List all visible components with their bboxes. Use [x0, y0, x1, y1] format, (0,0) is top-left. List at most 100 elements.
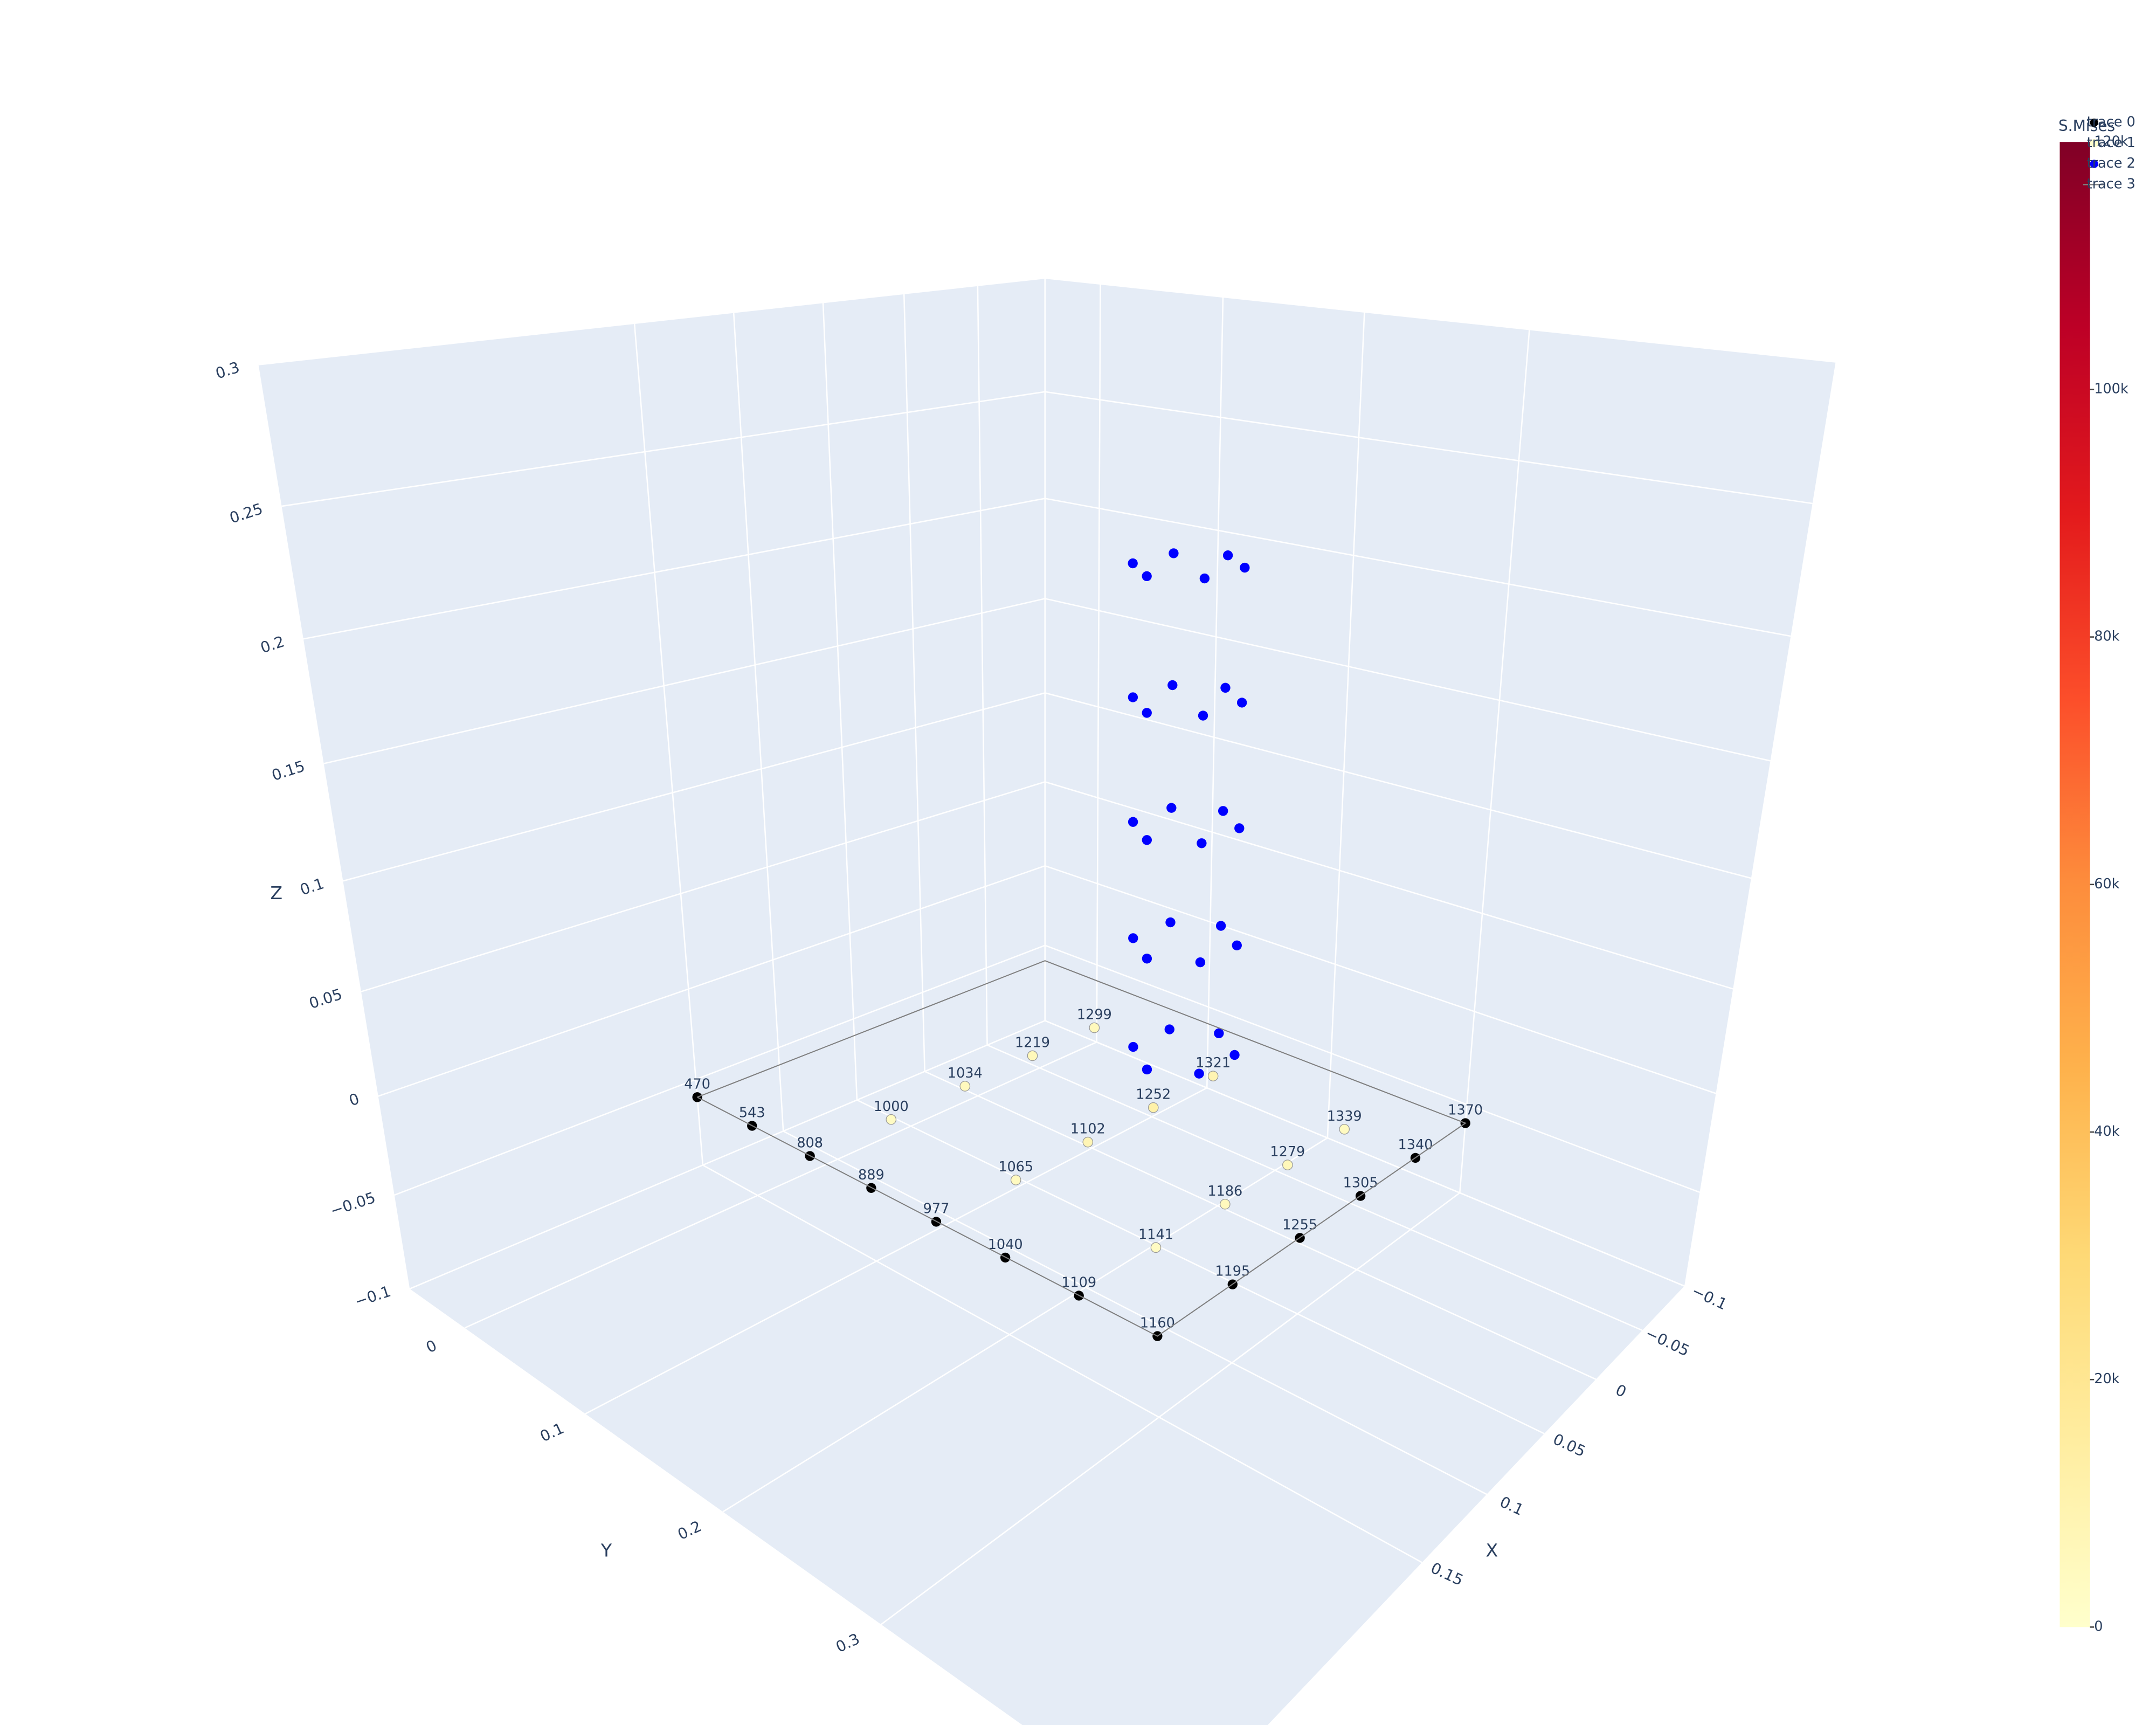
- y-axis-title: Y: [600, 1540, 612, 1561]
- node-point: [1142, 954, 1152, 964]
- node-point: [1142, 835, 1152, 845]
- scene: 470 543 808 889 977 1040 1109 1160 1195 1255 1305 1…: [258, 277, 1836, 1725]
- x-tick-label: 0: [1613, 1381, 1629, 1401]
- node-point: [1194, 1068, 1204, 1079]
- x-tick-label: −0.05: [1643, 1324, 1692, 1360]
- z-tick-label: 0.15: [270, 757, 307, 784]
- node-label: 1321: [1196, 1055, 1231, 1071]
- node-label: 977: [923, 1200, 950, 1217]
- node-point: [1165, 917, 1176, 928]
- grid-line: [987, 1044, 1643, 1331]
- z-tick-label: 0: [347, 1089, 361, 1109]
- grid-line: [1045, 277, 1836, 363]
- node-label: 889: [858, 1167, 884, 1183]
- grid-line: [1045, 865, 1716, 1094]
- grid-line: [822, 302, 858, 1100]
- grid-line: [1045, 944, 1700, 1193]
- grid-line: [585, 1087, 1207, 1414]
- grid-line: [378, 865, 1046, 1097]
- grid-line: [702, 1164, 1422, 1563]
- node-label: 1279: [1270, 1144, 1305, 1160]
- colorbar-tick-label: 40k: [2094, 1123, 2119, 1140]
- grid-line: [977, 285, 988, 1045]
- node-point: [1236, 698, 1247, 708]
- node-point: [959, 1081, 971, 1092]
- node-label: 1040: [988, 1237, 1023, 1253]
- x-tick-label: 0.1: [1497, 1493, 1526, 1519]
- node-point: [886, 1114, 897, 1125]
- legend-label[interactable]: trace 0: [2087, 114, 2136, 130]
- node-label: 1186: [1207, 1183, 1242, 1199]
- colorbar-tick-label: 60k: [2094, 876, 2119, 892]
- node-point: [1197, 838, 1207, 848]
- floor: [410, 1020, 1684, 1725]
- colorbar-tick-label: 20k: [2094, 1371, 2119, 1387]
- grid-line: [633, 323, 704, 1165]
- node-point: [1128, 692, 1138, 702]
- legend[interactable]: trace 0 trace 1 trace 2 trace 3: [2083, 114, 2136, 192]
- grid-line: [1326, 312, 1365, 1138]
- node-label: 808: [797, 1135, 823, 1151]
- node-label: 1160: [1140, 1315, 1175, 1331]
- node-label: 1141: [1138, 1226, 1173, 1243]
- node-point: [1166, 803, 1177, 813]
- grid-line: [924, 1071, 1597, 1380]
- y-tick-label: 0.3: [833, 1630, 862, 1656]
- legend-label[interactable]: trace 3: [2087, 176, 2136, 192]
- z-tick-label: −0.1: [353, 1282, 393, 1310]
- legend-symbol: [2090, 118, 2098, 127]
- node-label: 1219: [1015, 1035, 1050, 1051]
- grid-line: [1045, 498, 1791, 637]
- colorbar-scale: [2060, 142, 2090, 1627]
- wall-x: [1045, 278, 1836, 1286]
- legend-label[interactable]: trace 2: [2087, 155, 2136, 171]
- node-point: [1339, 1123, 1350, 1135]
- node-point: [1222, 550, 1233, 561]
- node-point: [1220, 1199, 1231, 1210]
- node-point: [1199, 573, 1210, 584]
- node-point: [1195, 957, 1206, 968]
- z-tick-label: 0.25: [227, 500, 265, 527]
- grid-line: [281, 391, 1045, 507]
- y-tick-label: 0: [423, 1336, 439, 1356]
- grid-line: [783, 1130, 1487, 1495]
- node-point: [1027, 1050, 1038, 1061]
- node-point: [1232, 940, 1242, 950]
- grid-line: [1045, 598, 1771, 762]
- z-tick-label: 0.2: [258, 632, 287, 657]
- node-point: [1218, 806, 1228, 816]
- node-point: [1220, 682, 1231, 693]
- x-tick-label: −0.1: [1689, 1282, 1730, 1314]
- grid-line: [1045, 781, 1733, 990]
- node-point: [1128, 933, 1138, 943]
- node-point: [1215, 921, 1226, 931]
- grid-line: [323, 598, 1046, 764]
- z-tick-label: 0.3: [213, 358, 242, 383]
- node-label: 1340: [1398, 1137, 1433, 1153]
- grid-line: [258, 277, 1045, 365]
- node-point: [1207, 1071, 1219, 1081]
- node-point: [1198, 710, 1208, 721]
- node-label: 1000: [874, 1099, 909, 1115]
- z-tick-label: 0.1: [298, 874, 327, 899]
- node-label: 1109: [1061, 1275, 1096, 1291]
- node-point: [1214, 1028, 1224, 1039]
- node-label: 1195: [1215, 1264, 1250, 1280]
- node-label: 1065: [998, 1159, 1033, 1175]
- node-point: [1229, 1050, 1240, 1060]
- node-label: 1034: [948, 1065, 983, 1081]
- grid-line: [303, 498, 1046, 640]
- legend-label[interactable]: trace 1: [2087, 135, 2136, 151]
- legend-symbol: [2090, 160, 2098, 168]
- z-tick-label: 0.05: [307, 985, 344, 1013]
- node-point: [1082, 1136, 1094, 1148]
- grid-line: [361, 781, 1046, 992]
- grid-line: [733, 312, 784, 1131]
- node-point: [1142, 571, 1152, 582]
- node-point: [1282, 1160, 1293, 1170]
- node-label: 543: [739, 1105, 765, 1121]
- x-tick-label: 0.05: [1550, 1430, 1588, 1460]
- node-label: 1299: [1077, 1007, 1112, 1023]
